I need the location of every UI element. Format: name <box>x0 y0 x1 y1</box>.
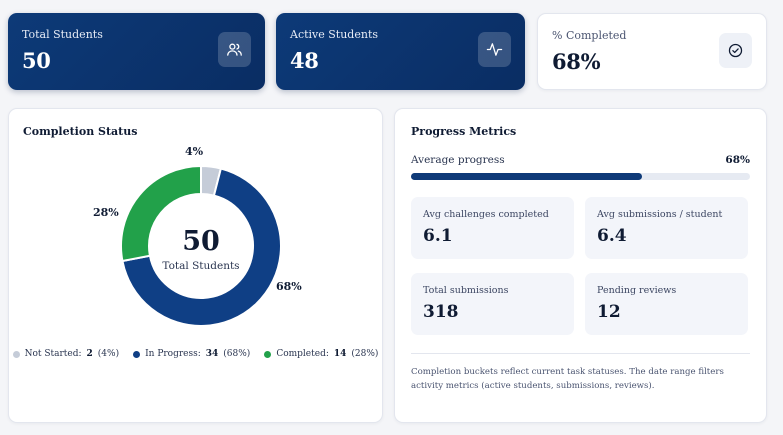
activity-icon <box>478 32 511 67</box>
legend-label: In Progress: <box>145 349 201 359</box>
segment-label-not-started: 4% <box>185 145 204 158</box>
legend-pct: (28%) <box>351 349 379 359</box>
metric-value: 12 <box>597 302 621 322</box>
metrics-note: Completion buckets reflect current task … <box>411 367 724 391</box>
progress-bar-fill <box>411 173 642 180</box>
donut-chart: 50 Total Students <box>120 164 282 327</box>
stat-label: % Completed <box>552 29 627 42</box>
metric-label: Avg submissions / student <box>597 209 723 220</box>
progress-metrics-panel: Progress Metrics Average progress 68% Av… <box>394 108 767 423</box>
donut-slice-in-progress <box>121 167 282 327</box>
metric-value: 6.4 <box>597 226 627 246</box>
metric-pending-reviews: Pending reviews 12 <box>585 273 748 335</box>
average-progress-label: Average progress <box>411 154 505 166</box>
donut-slice-completed <box>120 164 202 263</box>
legend-pct: (4%) <box>97 349 120 359</box>
legend-dot <box>133 350 141 358</box>
stat-card-completed: % Completed 68% <box>537 13 767 90</box>
average-progress-value: 68% <box>725 154 750 166</box>
stat-label: Active Students <box>290 28 379 41</box>
stat-value: 68% <box>552 49 601 74</box>
legend-pct: (68%) <box>223 349 251 359</box>
progress-bar-track <box>411 173 750 180</box>
legend-count: 34 <box>205 349 219 359</box>
stat-value: 48 <box>290 48 319 73</box>
check-circle-icon <box>719 33 752 68</box>
metric-avg-submissions: Avg submissions / student 6.4 <box>585 197 748 259</box>
donut-center-label: Total Students <box>162 260 239 272</box>
segment-label-in-progress: 68% <box>276 280 302 293</box>
metric-value: 318 <box>423 302 459 322</box>
metric-total-submissions: Total submissions 318 <box>411 273 574 335</box>
stat-value: 50 <box>22 48 51 73</box>
segment-label-completed: 28% <box>93 206 119 219</box>
legend-item-not-started: Not Started: 2 (4%) <box>12 349 120 359</box>
legend-count: 2 <box>86 349 93 359</box>
stat-label: Total Students <box>22 28 103 41</box>
average-progress-row: Average progress 68% <box>411 154 750 166</box>
divider <box>411 353 750 354</box>
legend-label: Completed: <box>276 349 329 359</box>
panel-title: Progress Metrics <box>411 125 517 138</box>
panel-title: Completion Status <box>23 125 138 138</box>
stat-card-active-students: Active Students 48 <box>276 13 525 90</box>
legend-item-completed: Completed: 14 (28%) <box>264 349 378 359</box>
metric-label: Pending reviews <box>597 285 677 296</box>
completion-status-panel: Completion Status 50 Total Students 4% 28… <box>8 108 383 423</box>
legend-count: 14 <box>333 349 347 359</box>
metric-value: 6.1 <box>423 226 453 246</box>
stat-card-total-students: Total Students 50 <box>8 13 265 90</box>
donut-center-value: 50 <box>182 226 220 257</box>
metric-avg-challenges: Avg challenges completed 6.1 <box>411 197 574 259</box>
metric-label: Total submissions <box>423 285 509 296</box>
legend-dot <box>264 350 272 358</box>
metric-label: Avg challenges completed <box>423 209 549 220</box>
legend-dot <box>12 350 20 358</box>
legend-label: Not Started: <box>24 349 82 359</box>
chart-legend: Not Started: 2 (4%) In Progress: 34 (68%… <box>9 349 382 359</box>
users-icon <box>218 32 251 67</box>
legend-item-in-progress: In Progress: 34 (68%) <box>133 349 250 359</box>
